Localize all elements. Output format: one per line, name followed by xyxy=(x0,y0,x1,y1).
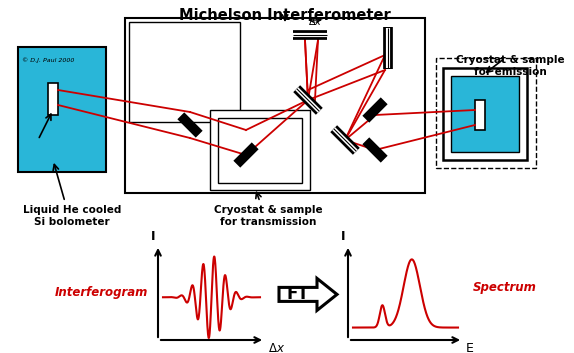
Bar xyxy=(129,22,240,122)
Text: FT: FT xyxy=(286,285,309,303)
Text: I: I xyxy=(150,230,155,243)
Text: Cryostat & sample
for transmission: Cryostat & sample for transmission xyxy=(214,205,323,227)
Polygon shape xyxy=(279,279,337,310)
Text: Michelson Interferometer: Michelson Interferometer xyxy=(179,8,391,23)
Text: Liquid He cooled
Si bolometer: Liquid He cooled Si bolometer xyxy=(23,205,121,227)
Bar xyxy=(475,100,485,130)
Text: Interferogram: Interferogram xyxy=(55,286,148,299)
Bar xyxy=(18,47,106,172)
Text: I: I xyxy=(340,230,345,243)
Bar xyxy=(210,110,310,190)
Text: $\Delta x$: $\Delta x$ xyxy=(308,15,322,27)
Text: © D.J. Paul 2000: © D.J. Paul 2000 xyxy=(22,57,75,62)
Text: Cryostat & sample
for emission: Cryostat & sample for emission xyxy=(456,55,564,77)
Bar xyxy=(48,83,58,115)
Bar xyxy=(218,118,302,183)
Bar xyxy=(451,76,519,152)
Bar xyxy=(125,18,425,193)
Bar xyxy=(443,68,527,160)
Text: $\Delta x$: $\Delta x$ xyxy=(268,342,285,353)
Text: E: E xyxy=(466,342,474,353)
Text: Spectrum: Spectrum xyxy=(473,281,537,294)
Bar xyxy=(436,58,536,168)
